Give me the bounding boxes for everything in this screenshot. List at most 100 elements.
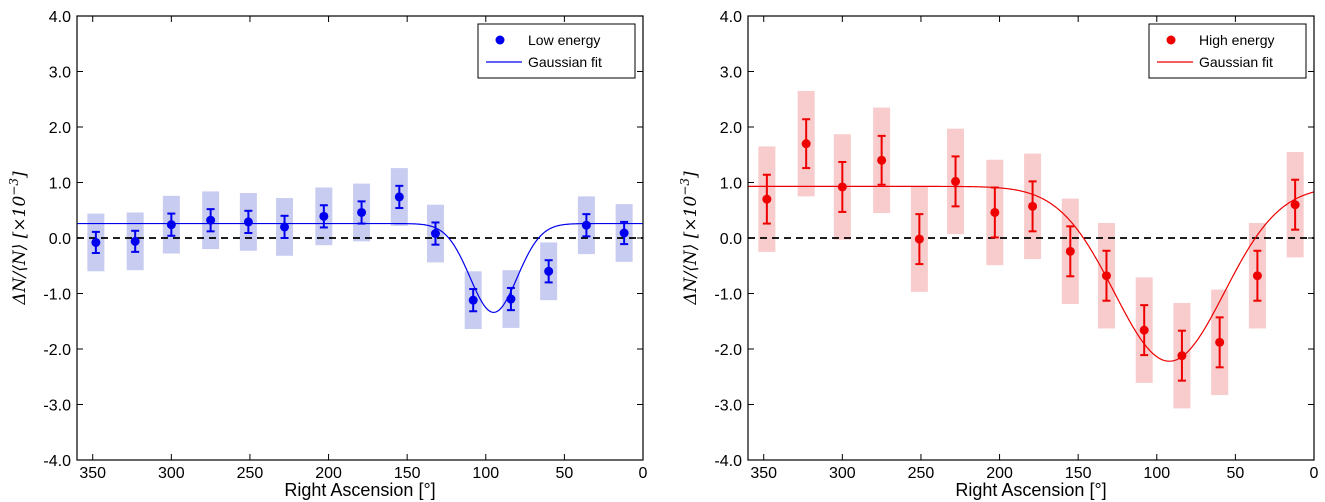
data-marker	[1101, 271, 1111, 281]
x-tick-label: 150	[1065, 465, 1092, 482]
legend-label-data: Low energy	[528, 32, 600, 48]
data-marker	[1252, 271, 1262, 281]
data-marker	[130, 236, 140, 246]
data-marker	[837, 182, 847, 192]
legend-label-fit: Gaussian fit	[1199, 54, 1273, 70]
data-marker	[430, 229, 440, 239]
y-axis-title: ΔN/⟨N⟩ [×10−3]	[7, 171, 30, 306]
data-point	[166, 212, 176, 237]
y-tick-label: 3.0	[720, 65, 742, 82]
y-tick-label: -3.0	[714, 398, 742, 415]
data-marker	[914, 234, 924, 244]
x-tick-label: 50	[1226, 465, 1244, 482]
x-axis-title: Right Ascension [°]	[284, 480, 435, 500]
y-tick-label: 3.0	[49, 65, 71, 82]
data-point	[914, 213, 924, 266]
data-marker	[951, 176, 961, 186]
x-tick-label: 150	[394, 465, 421, 482]
x-tick-label: 250	[908, 465, 935, 482]
y-tick-label: 2.0	[49, 120, 71, 137]
data-marker	[1215, 337, 1225, 347]
x-tick-label: 350	[79, 465, 106, 482]
data-marker	[619, 228, 629, 238]
x-tick-label: 100	[1143, 465, 1170, 482]
legend: Low energy Gaussian fit	[477, 23, 636, 79]
x-tick-label: 300	[158, 465, 185, 482]
data-marker	[166, 220, 176, 230]
data-point	[1290, 178, 1300, 231]
y-tick-label: -4.0	[714, 453, 742, 470]
high-energy-panel: 350 300 250 200 150 100 50 0 -4.0 -3.0 -2.0 -1.0 0.0…	[678, 9, 1319, 500]
axis-ticks: 350 300 250 200 150 100 50 0 -4.0 -3.0 -2.0 -1.0 0.0…	[43, 9, 647, 482]
data-marker	[1290, 200, 1300, 210]
data-point	[468, 288, 478, 313]
y-tick-label: 2.0	[720, 120, 742, 137]
data-points	[762, 118, 1300, 382]
data-point	[762, 173, 772, 225]
y-tick-label: 1.0	[49, 176, 71, 193]
y-tick-label: -1.0	[714, 287, 742, 304]
data-marker	[357, 207, 367, 217]
data-point	[1101, 249, 1111, 302]
data-point	[1252, 249, 1262, 302]
data-point	[430, 221, 440, 246]
legend-box	[1148, 23, 1307, 79]
data-point	[506, 286, 516, 312]
data-marker	[801, 139, 811, 149]
y-tick-label: 4.0	[49, 9, 71, 26]
data-point	[243, 209, 253, 235]
legend-label-fit: Gaussian fit	[528, 54, 602, 70]
y-tick-label: -2.0	[714, 342, 742, 359]
legend: High energy Gaussian fit	[1148, 23, 1307, 79]
y-tick-label: 0.0	[720, 231, 742, 248]
x-tick-label: 100	[472, 465, 499, 482]
data-point	[319, 204, 329, 229]
data-point	[1177, 329, 1187, 382]
data-point	[1139, 304, 1149, 357]
y-tick-label: -2.0	[43, 342, 71, 359]
x-tick-label: 350	[750, 465, 777, 482]
data-point	[1215, 316, 1225, 369]
data-marker	[762, 194, 772, 204]
data-point	[990, 186, 1000, 239]
data-point	[357, 200, 367, 225]
y-tick-label: -1.0	[43, 287, 71, 304]
data-marker	[1139, 325, 1149, 335]
y-tick-label: -4.0	[43, 453, 71, 470]
y-tick-label: -3.0	[43, 398, 71, 415]
data-marker	[544, 266, 554, 276]
data-marker	[319, 211, 329, 221]
data-point	[581, 213, 591, 238]
low-energy-panel: 350 300 250 200 150 100 50 0 -4.0 -3.0 -2.0 -1.0 0.0…	[7, 9, 648, 500]
data-marker	[506, 294, 516, 304]
y-tick-label: 4.0	[720, 9, 742, 26]
data-marker	[206, 215, 216, 225]
y-tick-label: 1.0	[720, 176, 742, 193]
x-tick-label: 0	[639, 465, 648, 482]
data-point	[619, 220, 629, 246]
data-point	[877, 134, 887, 186]
x-tick-label: 200	[315, 465, 342, 482]
data-point	[206, 208, 216, 233]
data-point	[1028, 180, 1038, 233]
x-tick-label: 300	[829, 465, 856, 482]
x-tick-label: 250	[237, 465, 264, 482]
data-marker	[990, 207, 1000, 217]
data-marker	[243, 217, 253, 227]
data-marker	[280, 222, 290, 232]
legend-label-data: High energy	[1199, 32, 1275, 48]
data-marker	[581, 220, 591, 230]
data-marker	[394, 192, 404, 202]
data-point	[280, 214, 290, 239]
data-marker	[1028, 201, 1038, 211]
x-tick-label: 50	[555, 465, 573, 482]
legend-marker	[495, 35, 505, 45]
data-marker	[1065, 246, 1075, 256]
data-point	[837, 160, 847, 213]
x-tick-label: 200	[986, 465, 1013, 482]
data-marker	[877, 155, 887, 165]
legend-box	[477, 23, 636, 79]
y-axis-title: ΔN/⟨N⟩ [×10−3]	[678, 171, 701, 306]
data-point	[394, 184, 404, 210]
